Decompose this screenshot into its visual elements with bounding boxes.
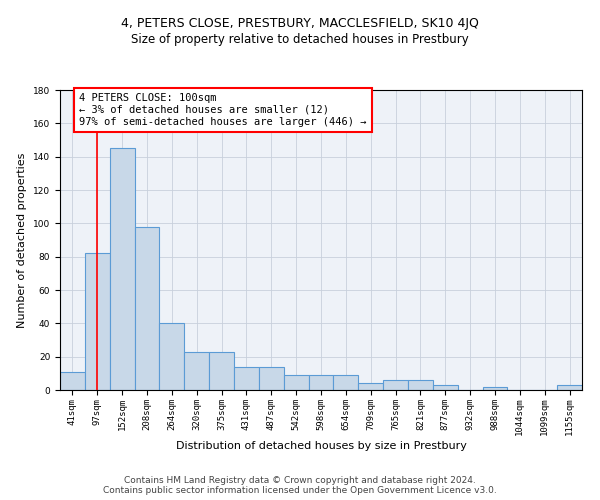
Bar [284, 375, 308, 390]
Bar [259, 366, 284, 390]
Bar [110, 148, 134, 390]
Bar [358, 384, 383, 390]
Bar [134, 226, 160, 390]
Bar [184, 352, 209, 390]
Bar [160, 324, 184, 390]
Text: Size of property relative to detached houses in Prestbury: Size of property relative to detached ho… [131, 32, 469, 46]
Bar [334, 375, 358, 390]
Text: 4, PETERS CLOSE, PRESTBURY, MACCLESFIELD, SK10 4JQ: 4, PETERS CLOSE, PRESTBURY, MACCLESFIELD… [121, 18, 479, 30]
Bar [209, 352, 234, 390]
Bar [557, 385, 582, 390]
Bar [85, 254, 110, 390]
Text: 4 PETERS CLOSE: 100sqm
← 3% of detached houses are smaller (12)
97% of semi-deta: 4 PETERS CLOSE: 100sqm ← 3% of detached … [79, 94, 367, 126]
Bar [60, 372, 85, 390]
Bar [433, 385, 458, 390]
Bar [408, 380, 433, 390]
X-axis label: Distribution of detached houses by size in Prestbury: Distribution of detached houses by size … [176, 441, 466, 451]
Bar [234, 366, 259, 390]
Bar [308, 375, 334, 390]
Bar [383, 380, 408, 390]
Y-axis label: Number of detached properties: Number of detached properties [17, 152, 28, 328]
Text: Contains HM Land Registry data © Crown copyright and database right 2024.
Contai: Contains HM Land Registry data © Crown c… [103, 476, 497, 495]
Bar [482, 386, 508, 390]
